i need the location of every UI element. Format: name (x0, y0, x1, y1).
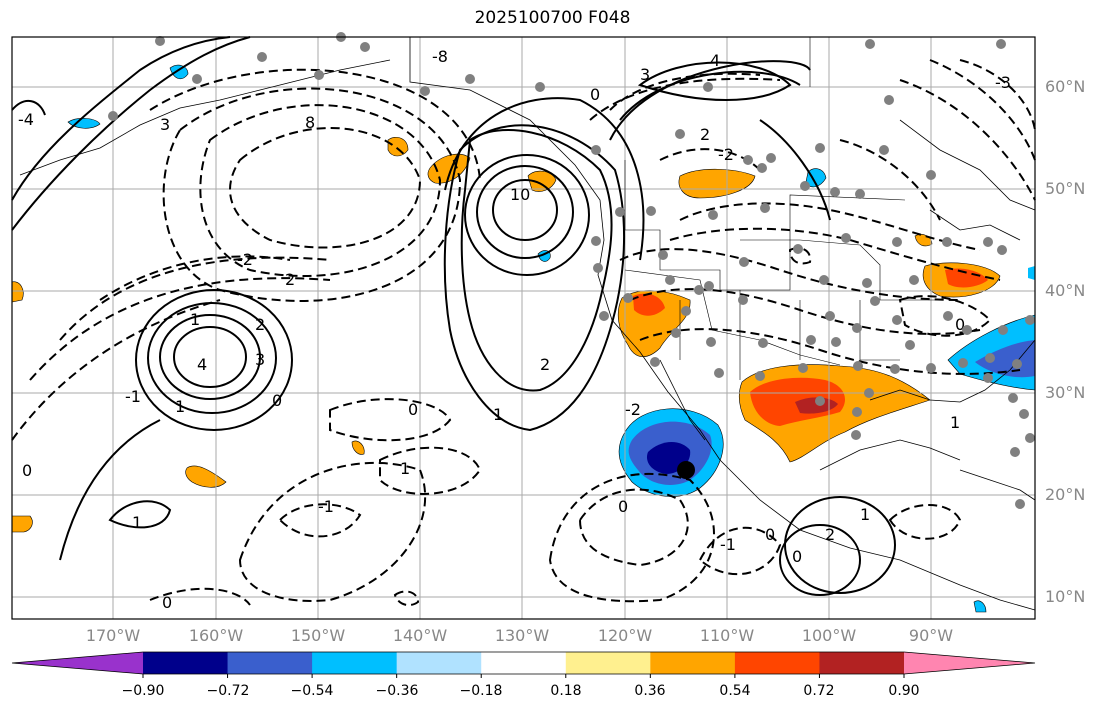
lon-label: 130°W (494, 626, 550, 645)
contour-label: 0 (272, 391, 282, 410)
contour-label: -1 (125, 387, 141, 406)
colorbar-tick-label: 0.54 (719, 683, 751, 699)
contour-label: 3 (640, 65, 650, 84)
colorbar-tick-label: 0.90 (888, 683, 920, 699)
contour-label: -1 (720, 535, 736, 554)
colorbar-tick-label: 0.36 (634, 683, 666, 699)
lon-label: 110°W (699, 626, 755, 645)
contour-label: 1 (400, 459, 410, 478)
contour-label: 0 (792, 547, 802, 566)
contour-label: 8 (305, 113, 315, 132)
highlight-station-marker (677, 461, 695, 479)
map-frame (11, 36, 1036, 620)
contour-label: -2 (237, 250, 253, 269)
lon-label: 100°W (801, 626, 857, 645)
contour-labels: -8 8 10 3 -4 -2 2 1 2 4 3 -1 1 0 0 1 2 1… (18, 47, 1011, 612)
contour-label: 0 (618, 497, 628, 516)
contour-label: -8 (432, 47, 448, 66)
lon-label: 140°W (392, 626, 448, 645)
shaded-anomalies (11, 64, 1036, 613)
coastlines (19, 37, 1036, 611)
contour-label: 4 (710, 51, 720, 70)
colorbar-extend-over (904, 652, 1035, 674)
map-title: 2025100700 F048 (474, 8, 631, 28)
colorbar-bin (481, 652, 567, 674)
colorbar-extend-under (12, 652, 143, 674)
contour-label: 1 (190, 310, 200, 329)
contours-negative (11, 59, 1036, 607)
contour-label: -2 (625, 400, 641, 419)
colorbar-bin (565, 652, 651, 674)
contour-label: -3 (995, 73, 1011, 92)
contour-label: 1 (950, 413, 960, 432)
station-markers (108, 32, 1035, 509)
colorbar-tick-label: 0.72 (803, 683, 835, 699)
contour-label: -2 (718, 145, 734, 164)
contour-label: 1 (860, 505, 870, 524)
lon-label: 120°W (597, 626, 653, 645)
contour-label: 1 (132, 513, 142, 532)
contour-label: -4 (18, 110, 34, 129)
contour-label: 0 (408, 400, 418, 419)
contour-label: 0 (955, 315, 965, 334)
lat-label: 30°N (1045, 383, 1086, 402)
lat-label: 50°N (1045, 179, 1086, 198)
contour-label: 1 (493, 405, 503, 424)
colorbar-tick-label: −0.36 (375, 683, 419, 699)
colorbar-bin (819, 652, 905, 674)
contour-label: 3 (255, 350, 265, 369)
lon-label: 160°W (188, 626, 244, 645)
contour-label: 0 (162, 593, 172, 612)
contour-label: 3 (160, 115, 170, 134)
contour-label: -1 (318, 497, 334, 516)
lat-label: 10°N (1045, 587, 1086, 606)
colorbar-bin (734, 652, 820, 674)
colorbar-bin (227, 652, 313, 674)
colorbar-bin (396, 652, 482, 674)
lon-label: 90°W (908, 626, 954, 645)
lat-label: 40°N (1045, 281, 1086, 300)
colorbar-bin (650, 652, 736, 674)
colorbar-tick-label: −0.54 (290, 683, 334, 699)
colorbar-bin (312, 652, 398, 674)
contour-label: 2 (540, 355, 550, 374)
colorbar-tick-label: −0.90 (121, 683, 165, 699)
lon-label: 150°W (290, 626, 346, 645)
contours-positive (11, 36, 896, 596)
colorbar (11, 651, 1036, 678)
colorbar-tick-label: 0.18 (550, 683, 582, 699)
contour-label: 1 (175, 397, 185, 416)
lat-label: 20°N (1045, 485, 1086, 504)
contour-label: 2 (285, 270, 295, 289)
colorbar-tick-label: −0.72 (206, 683, 250, 699)
contour-label: 0 (765, 525, 775, 544)
lon-label: 170°W (85, 626, 141, 645)
contour-label: 10 (510, 185, 530, 204)
contour-label: 4 (197, 355, 207, 374)
contour-label: 0 (22, 461, 32, 480)
contour-label: 0 (590, 85, 600, 104)
lat-label: 60°N (1045, 77, 1086, 96)
contour-label: 2 (825, 525, 835, 544)
colorbar-bin (143, 652, 229, 674)
colorbar-tick-label: −0.18 (459, 683, 503, 699)
contour-label: 2 (255, 315, 265, 334)
contour-label: 2 (700, 125, 710, 144)
